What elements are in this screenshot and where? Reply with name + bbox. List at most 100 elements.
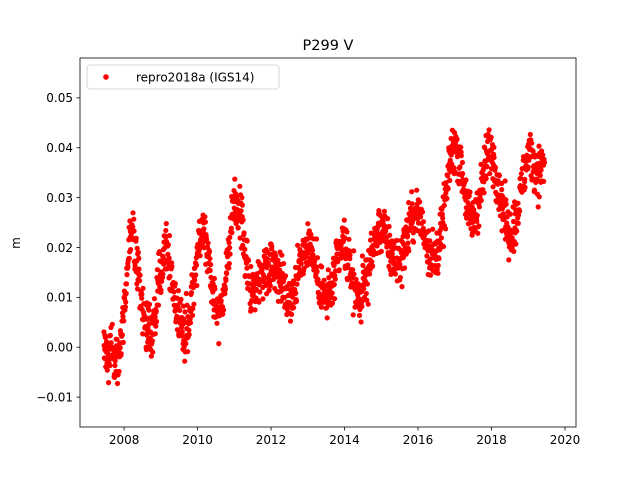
data-point (136, 266, 142, 272)
data-point (128, 247, 134, 253)
data-point (293, 298, 300, 304)
data-point (522, 176, 528, 182)
data-point (179, 329, 185, 335)
data-point (208, 262, 214, 268)
data-point (171, 289, 177, 295)
data-point (369, 259, 375, 265)
legend-box (86, 64, 280, 90)
x-tick-label: 2020 (550, 433, 581, 447)
data-point (134, 245, 140, 251)
data-point (404, 232, 411, 239)
plot-area-frame (79, 57, 577, 428)
data-point (148, 353, 154, 359)
data-point (529, 175, 535, 181)
data-point (484, 164, 490, 170)
data-point (156, 249, 163, 255)
data-point (182, 358, 188, 364)
data-point (467, 189, 473, 195)
data-point (445, 173, 451, 179)
data-point (458, 153, 464, 159)
data-point (188, 290, 195, 296)
data-point (394, 237, 400, 243)
data-point (374, 243, 380, 249)
data-point (350, 267, 356, 273)
data-point (353, 276, 359, 282)
x-tick-label: 2010 (182, 433, 213, 447)
data-point (167, 273, 173, 280)
data-point (140, 331, 146, 337)
data-point (132, 263, 138, 269)
data-point (183, 341, 189, 347)
data-point (288, 311, 295, 317)
data-point (118, 351, 124, 357)
data-point (309, 247, 316, 253)
data-point (522, 184, 528, 190)
data-point (172, 281, 178, 287)
data-point (538, 167, 544, 173)
data-point (379, 233, 385, 240)
data-point (427, 238, 433, 244)
data-point (228, 225, 234, 231)
data-point (273, 253, 279, 259)
data-point (454, 136, 460, 142)
data-point (506, 257, 512, 263)
data-point (197, 246, 203, 252)
data-point (509, 235, 515, 241)
data-point (304, 236, 310, 242)
data-point (201, 226, 207, 232)
data-point (409, 189, 415, 195)
data-point (499, 187, 505, 193)
data-point (270, 276, 276, 282)
data-point (193, 272, 199, 278)
data-point (227, 245, 233, 251)
data-point (435, 270, 441, 276)
data-point (459, 159, 465, 166)
data-point (438, 235, 444, 241)
data-point (149, 338, 155, 344)
data-point (120, 314, 126, 320)
data-point (511, 248, 517, 254)
data-point (318, 304, 324, 310)
data-point (370, 263, 376, 269)
data-point (525, 164, 531, 170)
data-point (183, 290, 189, 297)
data-point (387, 232, 393, 238)
data-point (131, 228, 137, 234)
y-tick-label: 0.04 (46, 141, 73, 155)
data-point (443, 226, 449, 232)
data-point (345, 262, 351, 268)
data-point (227, 251, 233, 257)
data-point (145, 325, 151, 331)
data-point (344, 229, 350, 235)
data-point (166, 255, 172, 261)
data-point (239, 195, 245, 201)
data-point (197, 253, 203, 259)
data-point (347, 252, 353, 258)
data-point (182, 309, 188, 315)
data-point (140, 285, 146, 291)
data-point (350, 312, 356, 318)
data-point (186, 332, 192, 338)
data-point (351, 271, 357, 277)
data-point (223, 277, 229, 283)
data-point (281, 261, 287, 267)
data-point (137, 272, 143, 278)
data-point (245, 258, 252, 264)
data-point (252, 307, 258, 313)
data-point (541, 178, 547, 184)
data-point (146, 301, 153, 307)
data-point (121, 318, 127, 324)
data-point (451, 130, 458, 136)
data-point (269, 244, 275, 250)
data-point (291, 305, 297, 311)
data-point (476, 204, 482, 210)
data-point (192, 277, 198, 283)
data-point (248, 305, 254, 311)
data-point (529, 140, 535, 146)
data-point (282, 273, 289, 279)
data-point (277, 274, 283, 281)
data-point (332, 276, 338, 282)
data-point (130, 224, 136, 230)
data-point (174, 295, 180, 301)
data-point (242, 246, 248, 252)
